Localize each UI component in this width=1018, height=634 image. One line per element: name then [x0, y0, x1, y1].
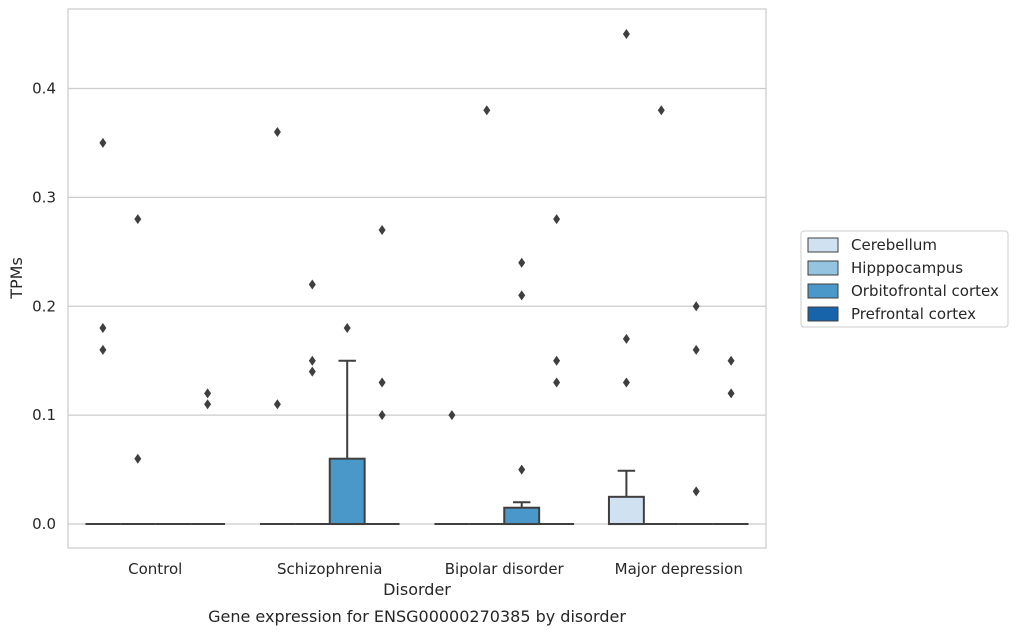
box-orbitofrontal-cortex [503, 257, 541, 526]
y-tick-label: 0.2 [32, 297, 56, 315]
outlier-point [622, 377, 630, 388]
x-tick-label: Control [128, 560, 182, 578]
outlier-point [692, 486, 700, 497]
legend-swatch [807, 260, 839, 276]
plot-background [68, 9, 766, 548]
x-tick-label: Major depression [615, 560, 743, 578]
outlier-point [134, 214, 142, 225]
outlier-point [273, 399, 281, 410]
box-cerebellum [607, 29, 645, 526]
box-prefrontal-cortex [713, 355, 749, 526]
legend-entries: Cerebellum Hipppocampus Orbitofrontal cort… [807, 236, 999, 323]
box-prefrontal-cortex [364, 225, 400, 526]
outlier-point [518, 257, 526, 268]
outlier-point [204, 388, 212, 399]
box-group [85, 29, 749, 526]
outlier-point [99, 323, 107, 334]
legend-label: Orbitofrontal cortex [851, 282, 999, 300]
outlier-point [134, 453, 142, 464]
legend-swatch [807, 237, 839, 253]
box-prefrontal-cortex [539, 214, 575, 526]
outlier-point [378, 377, 386, 388]
box-rect [328, 457, 366, 526]
y-tick-label: 0.3 [32, 188, 56, 206]
y-axis-label: TPMs [7, 257, 26, 300]
outlier-point [273, 127, 281, 138]
legend-label: Hipppocampus [851, 259, 963, 277]
legend-label: Prefrontal cortex [851, 305, 976, 323]
box-rect [607, 495, 645, 526]
x-tick-label: Schizophrenia [277, 560, 382, 578]
box-rect [503, 506, 541, 526]
box-cerebellum [85, 137, 121, 526]
y-tick-label: 0.4 [32, 79, 56, 97]
outlier-point [622, 29, 630, 40]
outlier-point [483, 105, 491, 116]
outlier-point [553, 214, 561, 225]
outlier-point [343, 323, 351, 334]
box-cerebellum [434, 410, 470, 526]
outlier-point [727, 388, 735, 399]
box-hipppocampus [469, 105, 505, 526]
box-hipppocampus [643, 105, 679, 526]
legend-frame [800, 230, 1009, 328]
outlier-point [622, 333, 630, 344]
x-tick-label: Bipolar disorder [445, 560, 565, 578]
box-orbitofrontal-cortex [678, 301, 714, 526]
outlier-point [657, 105, 665, 116]
legend: Cerebellum Hipppocampus Orbitofrontal cort… [800, 230, 1009, 328]
outlier-point [692, 344, 700, 355]
outlier-point [99, 137, 107, 148]
legend-label: Cerebellum [851, 236, 937, 254]
x-tick-labels: Control Schizophrenia Bipolar disorder Majo… [128, 560, 743, 578]
plot-frame [67, 8, 767, 549]
legend-swatch [807, 306, 839, 322]
outlier-point [204, 399, 212, 410]
outlier-point [99, 344, 107, 355]
outlier-point [308, 355, 316, 366]
outlier-point [518, 290, 526, 301]
y-tick-label: 0.1 [32, 406, 56, 424]
chart-caption: Gene expression for ENSG00000270385 by d… [208, 607, 626, 626]
box-hipppocampus [294, 279, 330, 526]
outlier-point [692, 301, 700, 312]
outlier-point [378, 225, 386, 236]
y-tick-label: 0.0 [32, 515, 56, 533]
box-prefrontal-cortex [190, 388, 226, 526]
outlier-point [553, 377, 561, 388]
legend-swatch [807, 283, 839, 299]
outlier-point [553, 355, 561, 366]
box-hipppocampus [120, 214, 156, 526]
outlier-point [727, 355, 735, 366]
outlier-point [448, 410, 456, 421]
outlier-point [518, 464, 526, 475]
y-tick-labels: 0.0 0.1 0.2 0.3 0.4 [32, 79, 56, 533]
outlier-point [308, 279, 316, 290]
outlier-point [378, 410, 386, 421]
x-axis-label: Disorder [383, 580, 451, 599]
outlier-point [308, 366, 316, 377]
box-cerebellum [259, 127, 295, 526]
box-orbitofrontal-cortex [328, 323, 366, 526]
